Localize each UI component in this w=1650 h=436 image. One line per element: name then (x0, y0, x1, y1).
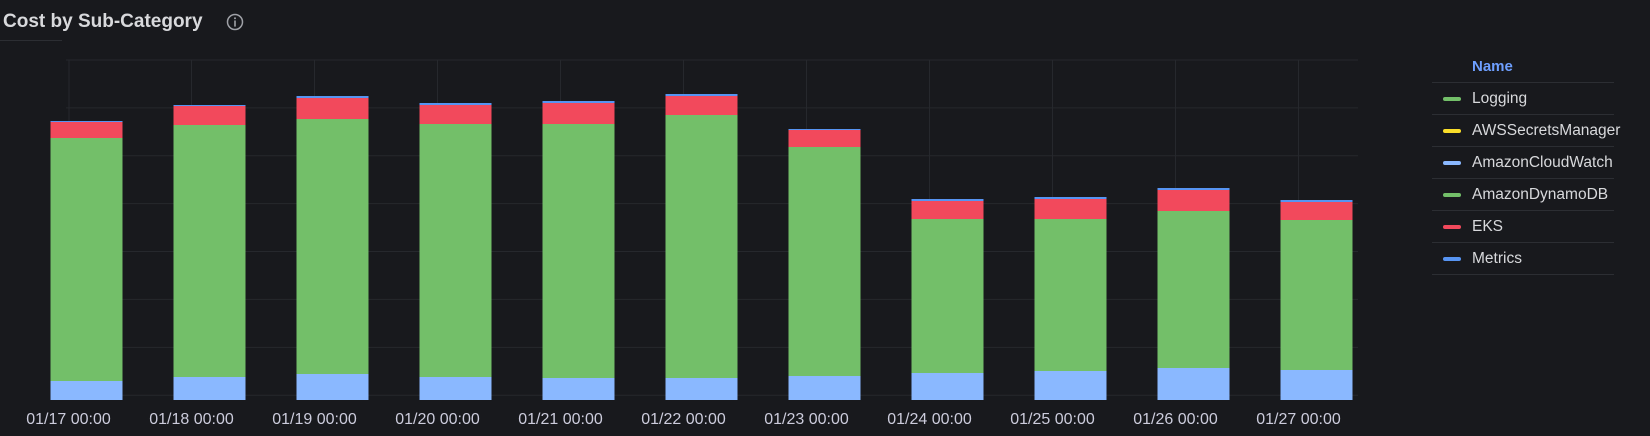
legend-label: Logging (1472, 89, 1528, 107)
legend-item[interactable]: AmazonCloudWatch (1432, 147, 1614, 179)
bars (50, 94, 1353, 400)
bar-segment-eks[interactable] (50, 122, 123, 138)
x-tick-label: 01/26 00:00 (1133, 411, 1218, 428)
bar-segment-amazondynamodb[interactable] (911, 219, 984, 373)
bar-segment-amazondynamodb[interactable] (788, 147, 861, 376)
bar-segment-eks[interactable] (296, 98, 369, 119)
legend-swatch (1443, 192, 1461, 197)
bar-segment-amazoncloudwatch[interactable] (419, 377, 492, 400)
x-tick-label: 01/18 00:00 (149, 411, 234, 428)
info-circle-icon[interactable] (225, 12, 245, 32)
bar-segment-amazondynamodb[interactable] (50, 138, 123, 381)
bar-segment-metrics[interactable] (542, 101, 615, 103)
bar-segment-amazoncloudwatch[interactable] (1157, 368, 1230, 400)
legend-item[interactable]: AmazonDynamoDB (1432, 179, 1614, 211)
legend-item[interactable]: EKS (1432, 211, 1614, 243)
legend-swatch (1443, 224, 1461, 229)
bar-segment-metrics[interactable] (1157, 188, 1230, 190)
bar-segment-amazoncloudwatch[interactable] (788, 376, 861, 400)
legend-item[interactable]: AWSSecretsManager (1432, 115, 1620, 147)
bar-segment-eks[interactable] (788, 130, 861, 147)
legend-swatch (1443, 128, 1461, 133)
bar-segment-eks[interactable] (911, 201, 984, 219)
x-tick-label: 01/25 00:00 (1010, 411, 1095, 428)
bar-segment-amazoncloudwatch[interactable] (173, 377, 246, 400)
bar-segment-amazoncloudwatch[interactable] (665, 378, 738, 400)
bar-segment-amazondynamodb[interactable] (173, 125, 246, 377)
bar-segment-eks[interactable] (419, 105, 492, 124)
bar-segment-amazondynamodb[interactable] (419, 124, 492, 377)
x-tick-label: 01/23 00:00 (764, 411, 849, 428)
bar-segment-amazondynamodb[interactable] (542, 124, 615, 378)
bar-segment-metrics[interactable] (1280, 200, 1353, 202)
bar-segment-metrics[interactable] (419, 103, 492, 105)
bar-segment-eks[interactable] (1034, 199, 1107, 219)
x-tick-label: 01/20 00:00 (395, 411, 480, 428)
bar-segment-amazondynamodb[interactable] (665, 115, 738, 378)
bar-segment-metrics[interactable] (296, 96, 369, 98)
x-axis: 01/17 00:00 01/18 00:00 01/19 00:00 01/20 0… (26, 411, 1341, 428)
bar-segment-eks[interactable] (1280, 202, 1353, 220)
bar-segment-amazoncloudwatch[interactable] (542, 378, 615, 400)
x-tick-label: 01/19 00:00 (272, 411, 357, 428)
x-tick-label: 01/27 00:00 (1256, 411, 1341, 428)
legend-swatch (1443, 256, 1461, 261)
legend-label: Metrics (1472, 249, 1522, 267)
bar-segment-amazoncloudwatch[interactable] (50, 381, 123, 400)
bar-segment-amazoncloudwatch[interactable] (296, 374, 369, 400)
bar-segment-metrics[interactable] (665, 94, 738, 96)
bar-segment-metrics[interactable] (1034, 197, 1107, 199)
bar-segment-eks[interactable] (1157, 190, 1230, 211)
x-tick-label: 01/22 00:00 (641, 411, 726, 428)
legend-label: AWSSecretsManager (1472, 121, 1621, 139)
x-tick-label: 01/21 00:00 (518, 411, 603, 428)
legend-header-name[interactable]: Name (1432, 52, 1614, 83)
legend-swatch (1443, 96, 1461, 101)
bar-segment-eks[interactable] (665, 96, 738, 115)
bar-segment-amazoncloudwatch[interactable] (1280, 370, 1353, 400)
bar-segment-amazondynamodb[interactable] (1280, 220, 1353, 370)
legend-label: AmazonCloudWatch (1472, 153, 1613, 171)
x-tick-label: 01/17 00:00 (26, 411, 111, 428)
bar-segment-amazondynamodb[interactable] (1034, 219, 1107, 371)
bar-segment-amazondynamodb[interactable] (296, 119, 369, 374)
bar-segment-eks[interactable] (173, 106, 246, 125)
legend-item[interactable]: Logging (1432, 83, 1614, 115)
bar-segment-amazoncloudwatch[interactable] (911, 373, 984, 400)
legend-swatch (1443, 160, 1461, 165)
bar-segment-metrics[interactable] (911, 199, 984, 201)
legend-label: EKS (1472, 217, 1504, 235)
bar-segment-eks[interactable] (542, 103, 615, 124)
bar-segment-amazoncloudwatch[interactable] (1034, 371, 1107, 400)
panel-header: Cost by Sub-Category (0, 0, 245, 44)
title-divider (0, 40, 62, 41)
legend-item[interactable]: Metrics (1432, 243, 1614, 275)
stacked-bar-chart: 01/17 00:00 01/18 00:00 01/19 00:00 01/20 0… (26, 59, 1358, 428)
bar-segment-metrics[interactable] (788, 129, 861, 130)
panel-title: Cost by Sub-Category (3, 11, 203, 32)
x-tick-label: 01/24 00:00 (887, 411, 972, 428)
legend-label: AmazonDynamoDB (1472, 185, 1609, 203)
legend: Name Logging AWSSecretsManager AmazonCloud… (1432, 52, 1620, 275)
bar-segment-metrics[interactable] (173, 105, 246, 106)
bar-segment-amazondynamodb[interactable] (1157, 211, 1230, 368)
bar-segment-metrics[interactable] (50, 121, 123, 122)
